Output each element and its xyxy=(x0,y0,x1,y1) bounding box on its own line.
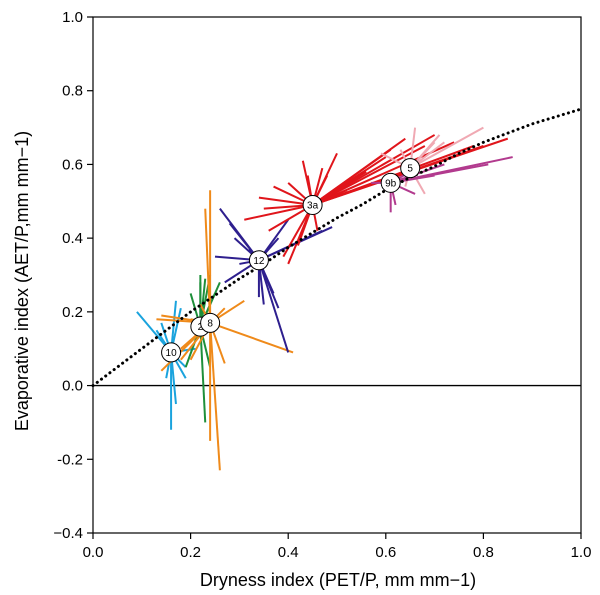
series-3a-segment xyxy=(244,203,313,221)
y-tick-label: 0.4 xyxy=(62,230,83,247)
plot-border xyxy=(92,16,582,534)
center-marker-label: 2 xyxy=(198,322,204,333)
series-3a xyxy=(244,134,509,265)
center-markers: 10 2 8 12 3a 5 9b xyxy=(161,158,421,363)
series-2-segment xyxy=(199,326,207,423)
center-marker-label: 9b xyxy=(385,178,397,189)
y-tick-label: −0.4 xyxy=(53,525,83,542)
y-axis-ticks: −0.4 -0.2 0.0 0.2 0.4 0.6 0.8 1.0 xyxy=(53,9,93,542)
center-marker-12: 12 xyxy=(248,250,269,271)
y-tick-label: -0.2 xyxy=(57,451,83,468)
center-marker-10: 10 xyxy=(161,342,182,363)
center-marker-label: 12 xyxy=(253,256,265,267)
x-axis-ticks: 0.0 0.2 0.4 0.6 0.8 1.0 xyxy=(83,533,592,561)
x-tick-label: 0.6 xyxy=(375,544,396,561)
center-marker-circle xyxy=(248,250,269,271)
center-marker-label: 3a xyxy=(307,200,319,211)
center-marker-8: 8 xyxy=(200,312,221,333)
reference-curve xyxy=(91,107,583,388)
y-tick-label: 0.8 xyxy=(62,83,83,100)
x-tick-label: 0.4 xyxy=(278,544,299,561)
x-tick-label: 0.2 xyxy=(180,544,201,561)
center-marker-circle xyxy=(161,342,182,363)
series-8-segment xyxy=(204,208,212,323)
y-tick-label: 0.6 xyxy=(62,156,83,173)
center-marker-circle xyxy=(380,172,401,193)
y-tick-label: 0.2 xyxy=(62,304,83,321)
y-axis-title: Evaporative index (AET/P,mm mm−1) xyxy=(12,131,32,431)
center-marker-circle xyxy=(302,194,323,215)
x-tick-label: 1.0 xyxy=(571,544,592,561)
center-marker-9b: 9b xyxy=(380,172,401,193)
series-5-segment xyxy=(409,126,484,169)
series-8-segment xyxy=(209,322,221,471)
center-marker-label: 10 xyxy=(166,348,178,359)
center-marker-circle xyxy=(200,312,221,333)
series-8-segment xyxy=(209,321,294,354)
series-12-segment xyxy=(257,259,290,353)
series-layer xyxy=(136,126,513,471)
x-axis-title: Dryness index (PET/P, mm mm−1) xyxy=(200,570,476,590)
center-marker-label: 8 xyxy=(207,318,213,329)
center-marker-5: 5 xyxy=(400,158,421,179)
y-tick-label: 0.0 xyxy=(62,378,83,395)
plot-frame xyxy=(92,16,582,534)
series-3a-segment xyxy=(312,134,436,206)
center-marker-label: 5 xyxy=(407,164,413,175)
x-tick-label: 0.0 xyxy=(83,544,104,561)
center-marker-3a: 3a xyxy=(302,194,323,215)
y-tick-label: 1.0 xyxy=(62,9,83,26)
series-3a-segment xyxy=(312,137,406,206)
reference-curve-line xyxy=(91,107,583,388)
center-marker-circle xyxy=(400,158,421,179)
x-tick-label: 0.8 xyxy=(473,544,494,561)
